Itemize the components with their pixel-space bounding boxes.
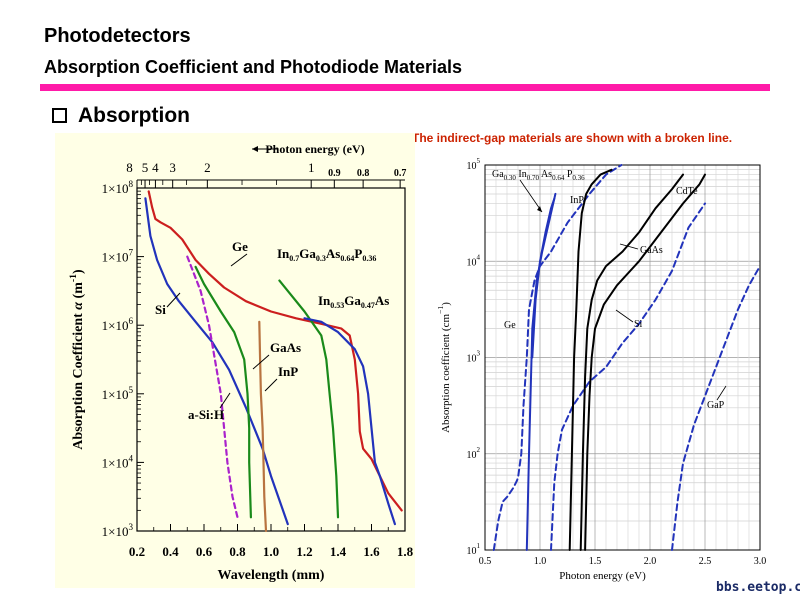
y-tick-label: 1×108 [102, 179, 134, 196]
label-arrowhead [537, 206, 542, 212]
series-label-ge: Ge [232, 239, 248, 254]
x-tick-label: 1.6 [363, 544, 380, 559]
x-tick-label: 2.0 [644, 556, 657, 567]
top-tick-label: 4 [152, 160, 159, 175]
accent-divider [40, 84, 770, 91]
plot-frame [484, 164, 761, 551]
series-label-ge: Ge [504, 320, 516, 331]
series-line [303, 317, 396, 526]
top-tick-label: 0.8 [357, 168, 370, 179]
chart-note: The indirect-gap materials are shown wit… [412, 131, 733, 145]
series-line [579, 173, 684, 551]
series-line [584, 173, 706, 551]
label-leader [519, 179, 543, 213]
series-line [194, 265, 252, 519]
x-tick-label: 2.5 [699, 556, 712, 567]
series-label-inp: InP [570, 195, 584, 206]
y-tick-label: 1×104 [102, 453, 134, 470]
y-tick-label: 105 [467, 157, 481, 172]
section-heading: Absorption [78, 104, 190, 127]
x-tick-label: 1.2 [296, 544, 312, 559]
right-panel-background [430, 150, 770, 590]
x-axis-label: Wavelength (mm) [218, 568, 325, 583]
series-line [671, 265, 761, 551]
series-label-gainasp: Ga0.30 In0.70 As0.64 P0.36 [492, 169, 585, 182]
series-line [278, 279, 340, 519]
x-tick-label: 1.0 [534, 556, 547, 567]
x-tick-label: 0.8 [229, 544, 246, 559]
series-line [147, 190, 403, 512]
top-axis-arrowhead [252, 146, 258, 152]
x-tick-label: 0.5 [479, 556, 492, 567]
label-leader [716, 385, 727, 401]
x-tick-label: 1.4 [330, 544, 347, 559]
x-tick-label: 0.6 [196, 544, 213, 559]
top-tick-label: 2 [204, 160, 211, 175]
label-leader [264, 378, 278, 392]
series-label-ingaas: In0.53Ga0.47As [318, 293, 389, 310]
series-label-gap: GaP [707, 400, 725, 411]
series-label-cdte: CdTe [676, 186, 698, 197]
series-label-inp: InP [278, 364, 298, 379]
slide-title: Photodetectors [44, 25, 191, 47]
series-label-si: Si [155, 302, 166, 317]
series-label-ingaasp: In0.7Ga0.3As0.64P0.36 [277, 246, 376, 263]
watermark: bbs.eetop.cn [716, 580, 800, 595]
label-leader [219, 392, 231, 409]
label-leader [252, 354, 270, 370]
y-tick-label: 1×105 [102, 385, 134, 402]
y-tick-label: 1×103 [102, 522, 134, 539]
label-leader [230, 253, 248, 267]
label-leader [619, 243, 639, 250]
series-label-si: Si [634, 319, 643, 330]
x-tick-label: 0.2 [129, 544, 145, 559]
x-tick-label: 1.8 [397, 544, 414, 559]
y-tick-label: 103 [467, 350, 481, 365]
x-tick-label: 1.0 [263, 544, 279, 559]
series-line [186, 255, 239, 519]
series-line [550, 202, 706, 551]
top-tick-label: 5 [142, 160, 149, 175]
x-axis-label: Photon energy (eV) [559, 570, 646, 582]
y-tick-label: 104 [467, 253, 481, 268]
y-axis-label: Absorption coefficient (cm−1) [436, 302, 452, 433]
slide-subtitle: Absorption Coefficient and Photodiode Ma… [44, 57, 463, 77]
y-tick-label: 1×107 [102, 248, 134, 265]
bullet-checkbox-icon [52, 108, 67, 123]
y-tick-label: 1×106 [102, 316, 134, 333]
x-tick-label: 0.4 [162, 544, 179, 559]
top-tick-label: 1 [308, 160, 315, 175]
label-leader [615, 309, 634, 323]
top-tick-label: 0.9 [328, 168, 341, 179]
y-tick-label: 101 [467, 542, 481, 557]
top-axis-label: Photon energy (eV) [265, 142, 364, 156]
label-leader [166, 292, 181, 308]
x-tick-label: 3.0 [754, 556, 767, 567]
top-tick-label: 8 [126, 160, 132, 175]
x-tick-label: 1.5 [589, 556, 602, 567]
left-absorption-chart: 1×108 1×107 1×106 1×105 1×104 1×103 0.2 0.4 0.6 0… [55, 133, 415, 588]
series-label-gaas: GaAs [640, 245, 663, 256]
series-line [258, 320, 268, 533]
series-line [568, 168, 613, 551]
series-line [492, 164, 623, 551]
y-tick-label: 102 [467, 446, 481, 461]
y-axis-label: Absorption Coefficient α (m-1) [68, 269, 86, 450]
series-line [531, 197, 556, 359]
series-label-gaas: GaAs [270, 340, 301, 355]
series-label-asih: a-Si:H [188, 407, 224, 422]
top-tick-label: 0.7 [394, 168, 407, 179]
top-tick-label: 3 [169, 160, 176, 175]
